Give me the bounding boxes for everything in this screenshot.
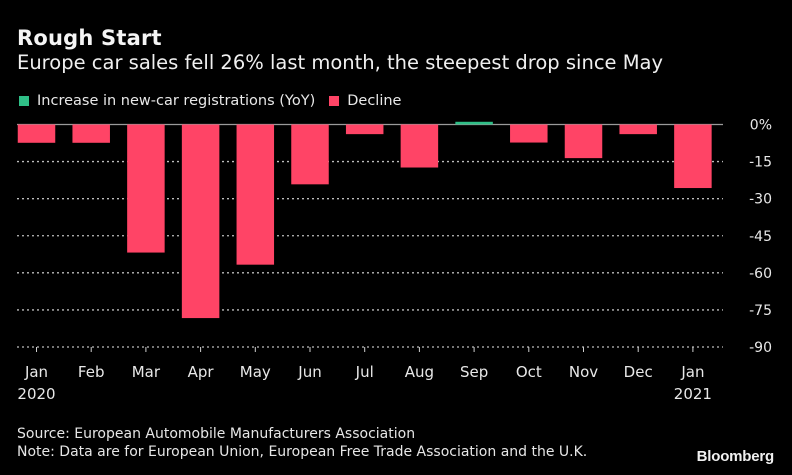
x-tick-label: Nov [569, 363, 598, 381]
x-tick-year-label: 2020 [17, 385, 55, 403]
x-tick-label: Sep [460, 363, 488, 381]
chart-subtitle: Europe car sales fell 26% last month, th… [17, 51, 664, 74]
bar-decline [181, 124, 220, 319]
legend-swatch-increase [19, 96, 29, 106]
x-tick-label: Jan [680, 363, 704, 381]
x-tick-label: Apr [188, 363, 215, 381]
bar-decline [17, 124, 56, 143]
y-tick-label: -90 [749, 340, 772, 356]
chart-title: Rough Start [17, 26, 162, 50]
x-tick-label: Dec [624, 363, 653, 381]
y-tick-label: -45 [749, 229, 772, 245]
y-tick-label: 0% [750, 118, 772, 134]
legend-label-decline: Decline [347, 93, 402, 109]
bar-decline [291, 124, 329, 185]
x-tick-label: Aug [405, 363, 434, 381]
data-note: Note: Data are for European Union, Europ… [17, 444, 588, 460]
x-tick-label: Oct [516, 363, 542, 381]
legend-item-decline: Decline [329, 93, 401, 109]
legend-item-increase: Increase in new-car registrations (YoY) [19, 93, 315, 109]
bar-decline [510, 124, 548, 143]
y-tick-label: -60 [749, 266, 772, 282]
x-tick-label: Jan [24, 363, 48, 381]
y-tick-label: -30 [749, 192, 772, 208]
x-tick-label: May [240, 363, 271, 381]
x-tick-year-label: 2021 [674, 385, 712, 403]
bloomberg-logo: Bloomberg [696, 448, 775, 465]
x-tick-label: Feb [78, 363, 105, 381]
bar-decline [619, 124, 657, 135]
bar-decline [72, 124, 110, 143]
x-tick-label: Jul [355, 363, 374, 381]
x-tick-label: Jun [297, 363, 321, 381]
bar-decline [236, 124, 275, 265]
source-note: Source: European Automobile Manufacturer… [17, 426, 416, 442]
bar-decline [564, 124, 603, 159]
bar-decline [400, 124, 439, 168]
y-tick-label: -15 [749, 155, 772, 171]
bar-decline [345, 124, 384, 135]
legend-label-increase: Increase in new-car registrations (YoY) [37, 93, 316, 109]
bar-decline [674, 124, 712, 189]
bar-increase [455, 121, 493, 125]
x-tick-label: Mar [132, 363, 161, 381]
bar-decline [127, 124, 165, 253]
legend: Increase in new-car registrations (YoY) … [19, 93, 415, 109]
legend-swatch-decline [329, 96, 340, 106]
y-tick-label: -75 [749, 303, 772, 319]
